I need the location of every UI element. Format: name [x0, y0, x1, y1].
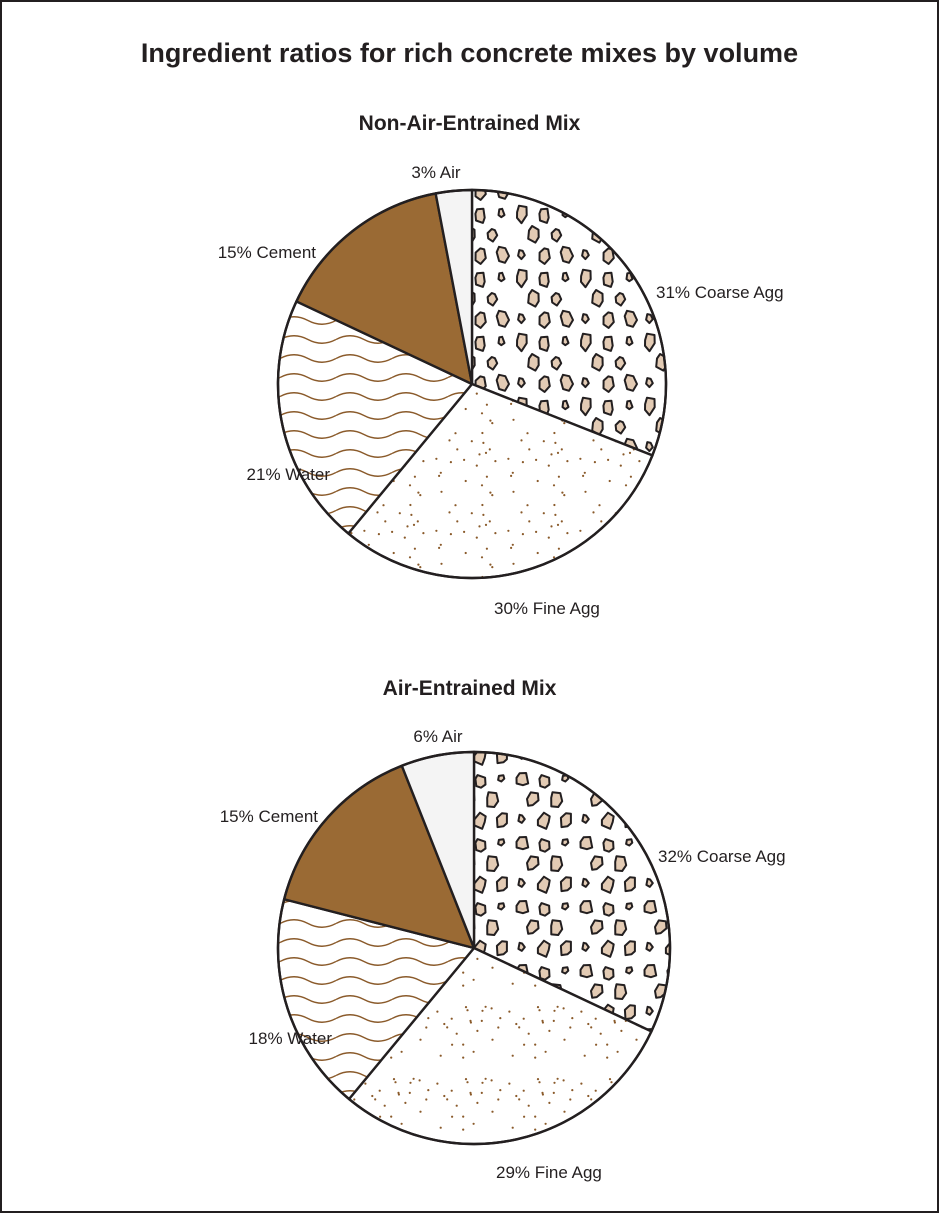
slice-label-cement: 15% Cement: [220, 807, 319, 826]
slice-label-air: 6% Air: [413, 727, 462, 746]
chart-1-title: Non-Air-Entrained Mix: [358, 112, 581, 135]
slice-label-coarse-agg: 31% Coarse Agg: [656, 283, 784, 302]
slice-label-fine-agg: 29% Fine Agg: [496, 1163, 602, 1182]
slice-label-cement: 15% Cement: [218, 243, 317, 262]
pie-chart-non-air-entrained: 31% Coarse Agg 30% Fine Agg 21% Water 15% C…: [218, 163, 784, 618]
slice-label-air: 3% Air: [411, 163, 460, 182]
pie-outline: [276, 188, 668, 580]
pie-chart-air-entrained: 32% Coarse Agg 29% Fine Agg 18% Water 15% C…: [220, 727, 786, 1182]
slice-label-water: 21% Water: [247, 465, 331, 484]
slice-label-coarse-agg: 32% Coarse Agg: [658, 847, 786, 866]
pie-outline: [276, 750, 672, 1146]
chart-2-title: Air-Entrained Mix: [382, 677, 557, 700]
slice-label-fine-agg: 30% Fine Agg: [494, 599, 600, 618]
main-title: Ingredient ratios for rich concrete mixe…: [140, 38, 799, 68]
slice-label-water: 18% Water: [249, 1029, 333, 1048]
